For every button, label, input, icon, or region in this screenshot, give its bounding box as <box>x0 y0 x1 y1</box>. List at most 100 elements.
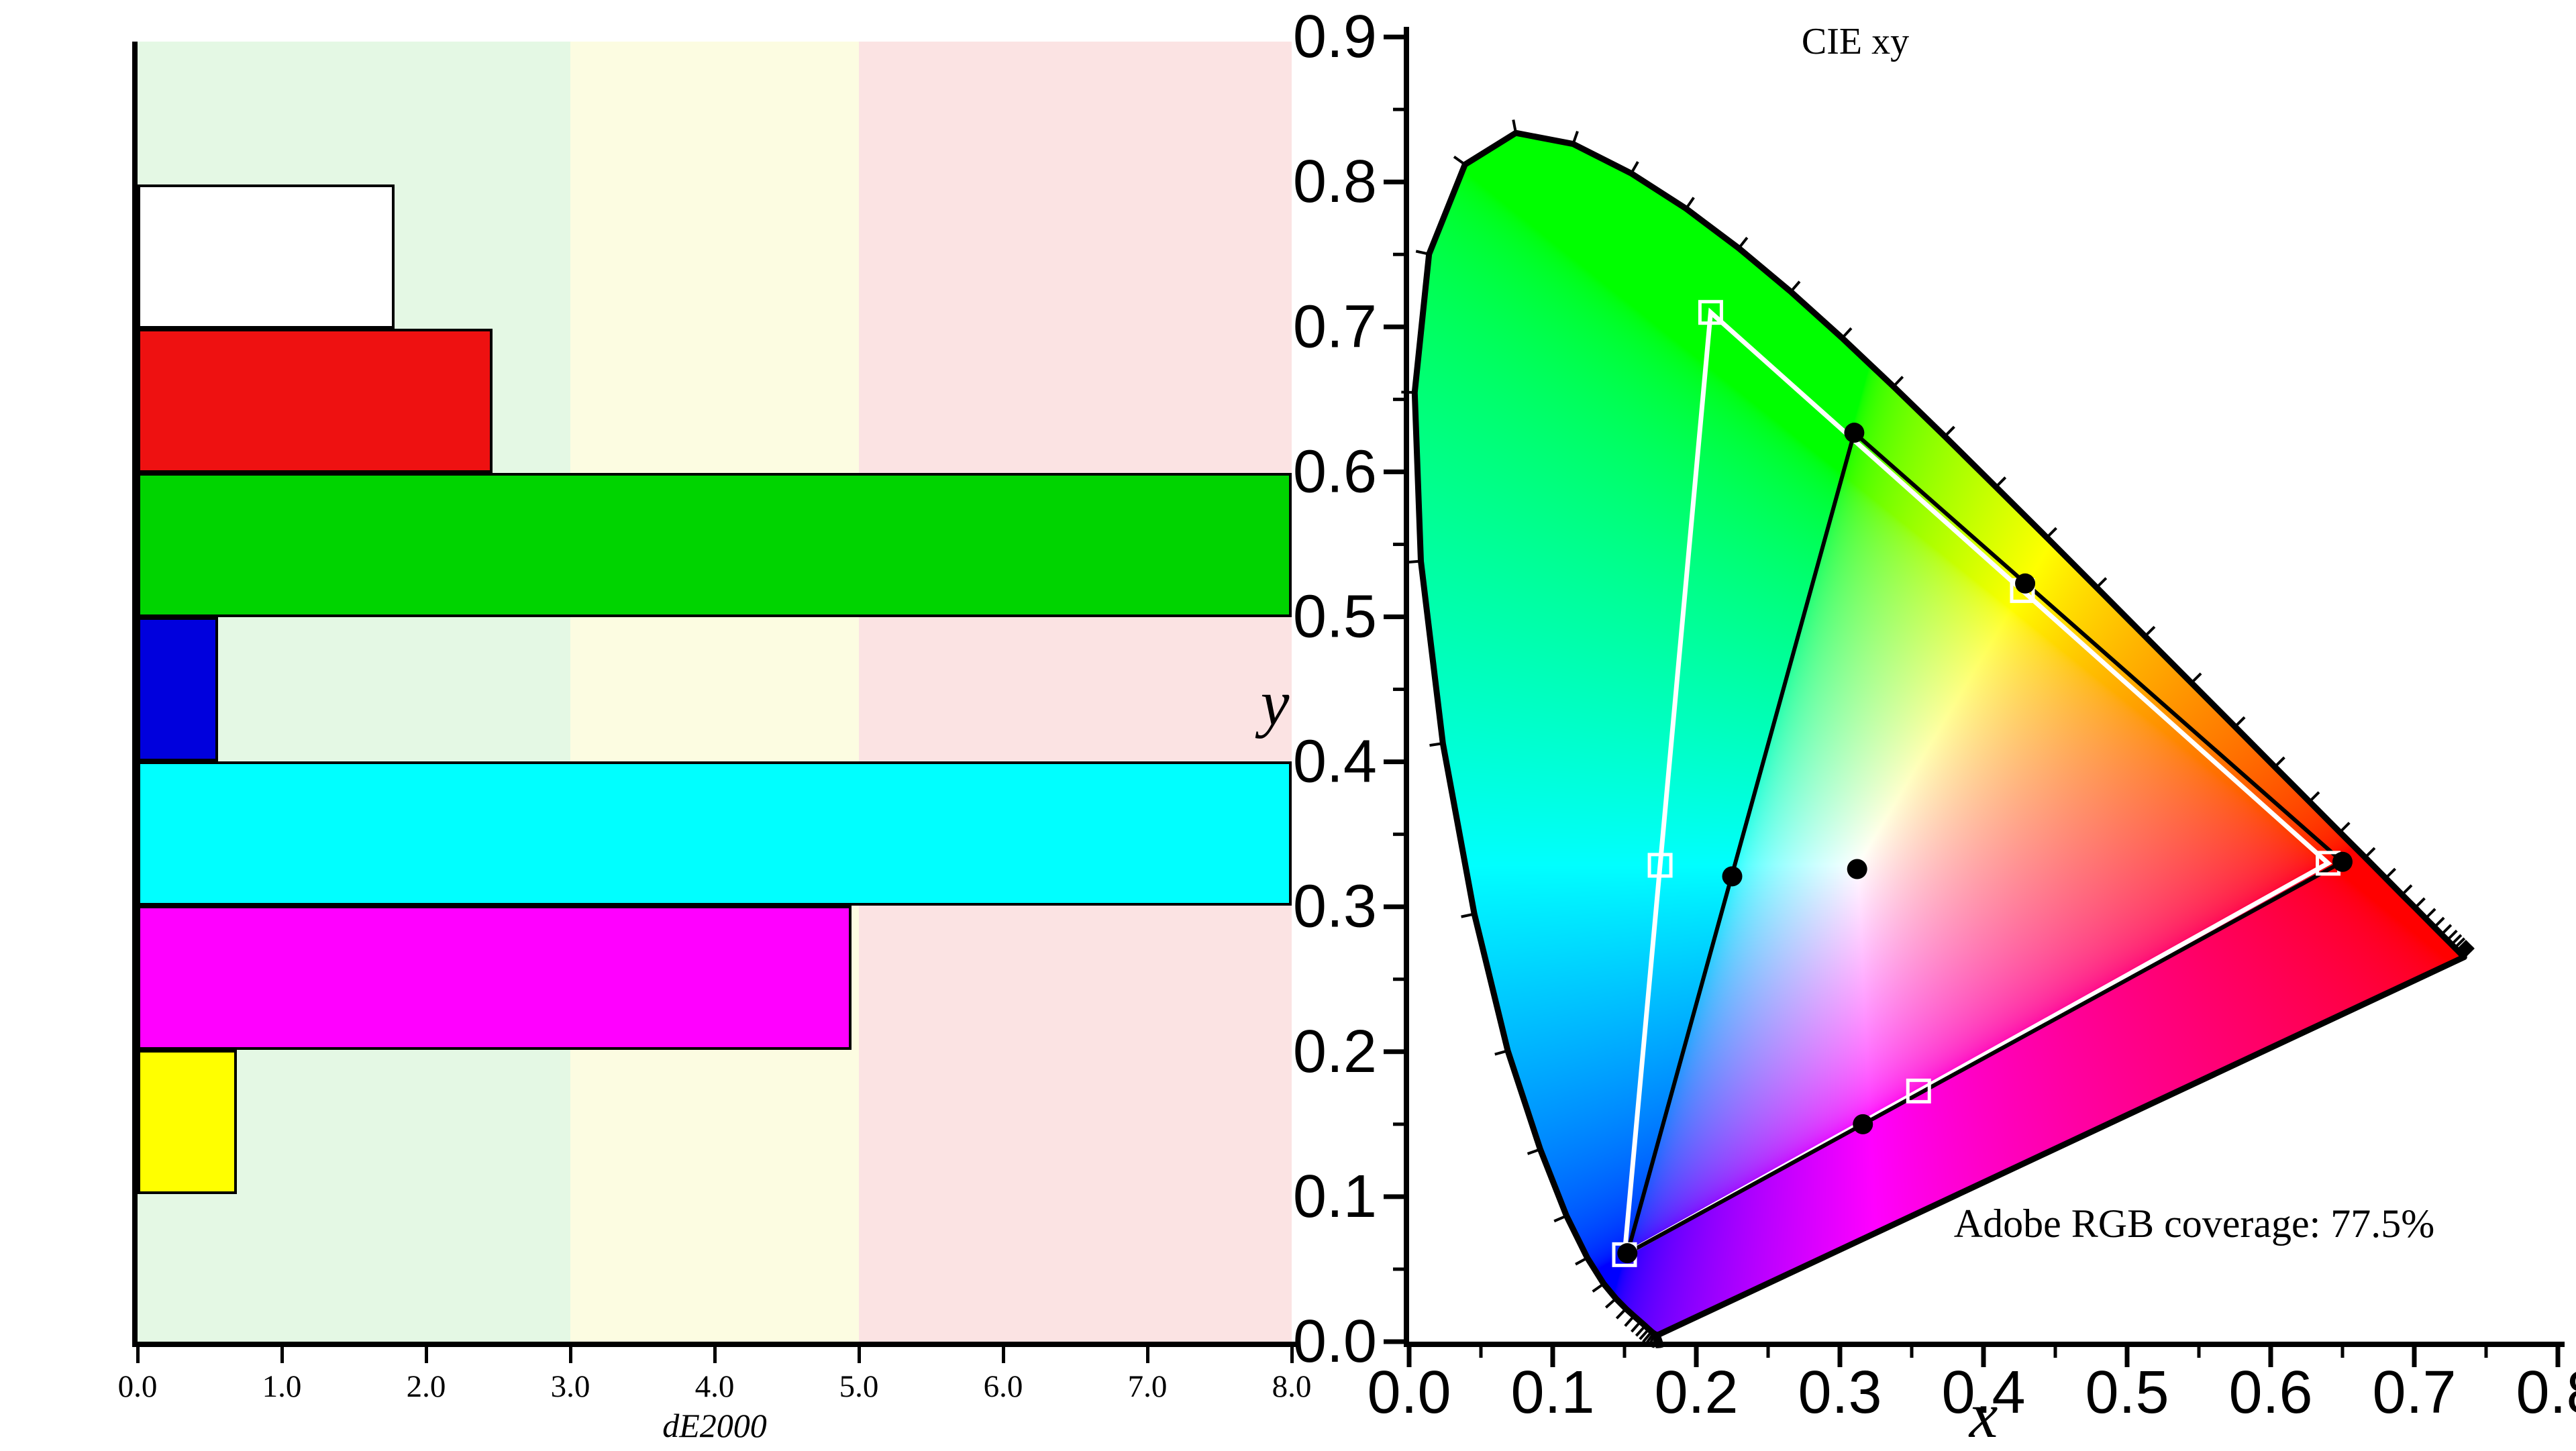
cie-y-tick-label: 0.0 <box>1293 1308 1377 1375</box>
wavelength-tick <box>2460 943 2472 955</box>
cie-x-tick-label: 0.7 <box>2372 1359 2456 1426</box>
wavelength-tick <box>2273 756 2285 768</box>
wavelength-tick <box>1631 1320 1642 1333</box>
bar-chart-x-axis <box>132 1342 1297 1347</box>
bar-chart-x-tick-label: 0.0 <box>117 1369 158 1404</box>
bar-chart-x-tick-label: 4.0 <box>694 1369 735 1404</box>
bar-chart-x-axis-title: dE2000 <box>662 1407 767 1444</box>
wavelength-tick <box>2190 672 2202 684</box>
cie-y-tick-label: 0.1 <box>1293 1163 1377 1230</box>
bar-blue <box>138 617 219 761</box>
bar-yellow <box>138 1050 238 1194</box>
wavelength-tick <box>1892 376 1904 388</box>
cie-horseshoe-canvas <box>1409 37 2558 1342</box>
cie-x-tick-label: 0.6 <box>2228 1359 2312 1426</box>
wavelength-tick <box>1407 559 1421 564</box>
bar-white <box>138 184 395 329</box>
cie-x-tick-label: 0.8 <box>2516 1359 2576 1426</box>
threshold-zone-poor <box>859 42 1292 1342</box>
wavelength-tick <box>2385 867 2397 879</box>
wavelength-tick <box>1790 280 1801 293</box>
wavelength-tick <box>1615 1307 1627 1320</box>
bar-green <box>138 473 1292 617</box>
wavelength-tick <box>2338 822 2351 834</box>
bar-chart-x-tick-label: 2.0 <box>406 1369 446 1404</box>
measured-point-marker <box>1722 866 1743 887</box>
measured-point-marker <box>2332 851 2353 872</box>
bar-chart-x-tick-label: 5.0 <box>839 1369 879 1404</box>
wavelength-tick <box>2458 941 2470 953</box>
wavelength-tick <box>2459 943 2471 955</box>
wavelength-tick <box>1624 1315 1635 1328</box>
wavelength-tick <box>2456 940 2468 951</box>
bar-chart-x-tick-label: 7.0 <box>1127 1369 1168 1404</box>
bar-chart-x-tick-label: 6.0 <box>983 1369 1023 1404</box>
wavelength-tick <box>1453 156 1466 166</box>
reference-point-marker <box>1906 1078 1931 1104</box>
cie-y-tick-label: 0.8 <box>1293 148 1377 215</box>
wavelength-tick <box>1737 237 1749 250</box>
wavelength-tick <box>1512 119 1517 133</box>
bar-chart-x-tick-label: 1.0 <box>262 1369 302 1404</box>
cie-x-tick-label: 0.2 <box>1654 1359 1738 1426</box>
wavelength-tick <box>1630 161 1639 174</box>
cie-y-tick-label: 0.4 <box>1293 729 1377 796</box>
wavelength-tick <box>1642 1330 1653 1343</box>
wavelength-tick <box>1592 1283 1605 1293</box>
wavelength-tick <box>2451 934 2463 946</box>
bar-cyan <box>138 761 1292 906</box>
wavelength-tick <box>2364 847 2376 859</box>
wavelength-tick <box>1639 1328 1650 1340</box>
wavelength-tick <box>1841 327 1853 339</box>
bar-chart-x-tick <box>857 1347 861 1363</box>
wavelength-tick <box>1604 1297 1617 1309</box>
cie-y-tick-label: 0.5 <box>1293 584 1377 651</box>
measured-gamut-triangle <box>1624 429 2347 1258</box>
wavelength-tick <box>2446 929 2458 941</box>
cie-x-tick-label: 0.3 <box>1798 1359 1882 1426</box>
cie-title: CIE xy <box>1801 21 1910 62</box>
wavelength-tick <box>1553 1214 1567 1223</box>
wavelength-tick <box>2045 527 2057 539</box>
bar-chart-y-axis <box>132 42 138 1347</box>
wavelength-tick <box>2440 924 2453 936</box>
wavelength-tick <box>1527 1148 1541 1155</box>
measured-point-marker <box>2015 573 2036 594</box>
wavelength-tick <box>1995 476 2007 488</box>
wavelength-tick <box>2433 916 2445 928</box>
bar-chart-x-tick <box>568 1347 572 1363</box>
bar-chart-x-tick <box>1290 1347 1294 1363</box>
bar-chart-x-tick <box>136 1347 140 1363</box>
cie-x-tick-label: 0.4 <box>1941 1359 2025 1426</box>
wavelength-tick <box>2308 791 2320 803</box>
cie-x-tick-label: 0.5 <box>2085 1359 2169 1426</box>
wavelength-tick <box>2234 716 2246 728</box>
reference-point-marker <box>1698 300 1723 325</box>
measured-point-marker <box>1844 423 1865 443</box>
cie-y-tick-label: 0.9 <box>1293 3 1377 70</box>
wavelength-tick <box>2144 625 2156 637</box>
wavelength-tick <box>2096 577 2108 589</box>
wavelength-tick <box>2463 947 2475 959</box>
adobe-rgb-gamut-triangle <box>1621 307 2332 1259</box>
cie-x-tick-label: 0.0 <box>1367 1359 1451 1426</box>
wavelength-tick <box>1429 742 1443 747</box>
wavelength-tick <box>2454 937 2466 949</box>
wavelength-tick <box>1461 912 1475 918</box>
cie-y-axis-title: y <box>1260 667 1290 739</box>
measured-point-marker <box>1853 1114 1873 1134</box>
threshold-zone-acceptable <box>570 42 859 1342</box>
wavelength-tick <box>1572 131 1579 145</box>
bar-chart-x-tick-label: 8.0 <box>1272 1369 1312 1404</box>
cie-x-tick-label: 0.1 <box>1510 1359 1594 1426</box>
wavelength-tick <box>1494 1049 1508 1056</box>
cie-y-tick-label: 0.6 <box>1293 438 1377 505</box>
spectral-locus-outline <box>1411 129 2467 1338</box>
cie-y-tick-label: 0.3 <box>1293 873 1377 941</box>
wavelength-tick <box>1575 1256 1588 1266</box>
measured-point-marker <box>1617 1243 1638 1264</box>
measured-point-marker <box>1847 859 1867 879</box>
